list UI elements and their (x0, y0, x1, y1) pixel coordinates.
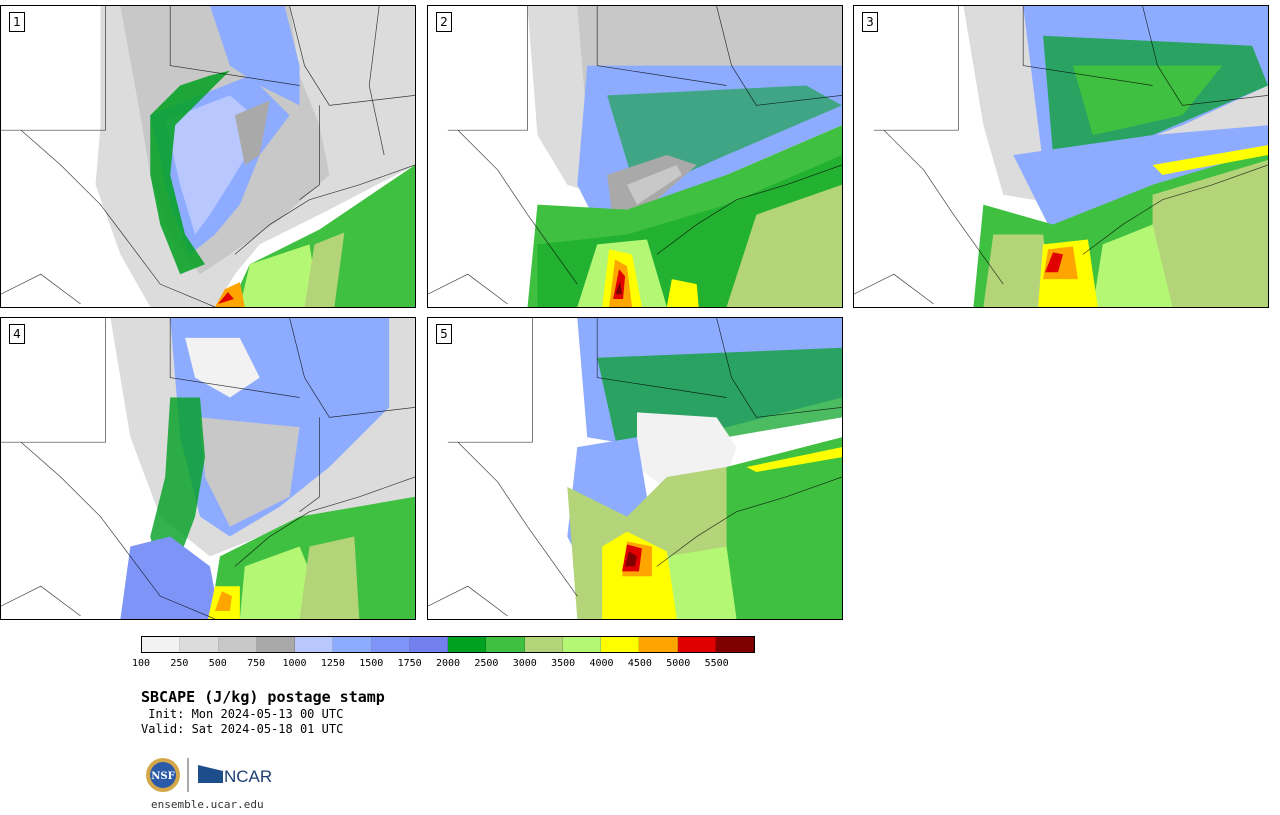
stamp-panel-3: 3 (853, 5, 1269, 308)
panel-number-3: 3 (862, 12, 878, 32)
colorbar-tick-label: 100 (131, 658, 151, 669)
colorbar-tick-label: 4000 (589, 658, 614, 669)
colorbar-segment (256, 637, 295, 652)
colorbar-segment (218, 637, 257, 652)
sbcape-map-4 (1, 318, 415, 619)
colorbar-tick-label: 1250 (320, 658, 345, 669)
page-title: SBCAPE (J/kg) postage stamp (141, 688, 385, 706)
colorbar-tick-label: 4500 (627, 658, 652, 669)
sbcape-colorbar (141, 636, 755, 653)
ncar-mark-icon (198, 765, 223, 783)
stamp-panel-4: 4 (0, 317, 416, 620)
colorbar-segment (639, 637, 678, 652)
colorbar-tick-label: 2000 (435, 658, 461, 669)
colorbar-segment (295, 637, 334, 652)
colorbar-tick-label: 5500 (704, 658, 729, 669)
colorbar-tick-label: 2500 (474, 658, 499, 669)
panel-number-5: 5 (436, 324, 452, 344)
colorbar-segment (371, 637, 410, 652)
sbcape-map-1 (1, 6, 415, 307)
valid-time: Valid: Sat 2024-05-18 01 UTC (141, 722, 344, 736)
init-time: Init: Mon 2024-05-13 00 UTC (141, 707, 344, 721)
panel-number-2: 2 (436, 12, 452, 32)
colorbar-segment (677, 637, 716, 652)
sbcape-map-2 (428, 6, 842, 307)
nsf-text: NSF (151, 771, 174, 782)
sbcape-map-5 (428, 318, 842, 619)
panel-number-1: 1 (9, 12, 25, 32)
stamp-panel-5: 5 (427, 317, 843, 620)
colorbar-segment (333, 637, 372, 652)
colorbar-segment (409, 637, 448, 652)
colorbar-segment (486, 637, 525, 652)
ncar-text: NCAR (224, 767, 272, 786)
colorbar-ticks: 100 250 500 750 1000 1250 1500 1750 2000 2500 3000… (132, 658, 755, 672)
sbcape-map-3 (854, 6, 1268, 307)
colorbar-tick-label: 750 (247, 658, 266, 669)
colorbar-segment (180, 637, 219, 652)
nsf-ncar-logo: NSF NCAR (146, 758, 272, 792)
colorbar-segment (715, 637, 754, 652)
colorbar-segment (448, 637, 487, 652)
colorbar-segment (524, 637, 563, 652)
colorbar-tick-label: 3500 (551, 658, 576, 669)
site-url: ensemble.ucar.edu (151, 798, 264, 811)
colorbar-tick-label: 1750 (397, 658, 422, 669)
colorbar-tick-label: 3000 (512, 658, 537, 669)
panel-number-4: 4 (9, 324, 25, 344)
colorbar-segment (562, 637, 601, 652)
colorbar-tick-label: 1000 (282, 658, 307, 669)
colorbar-segment (601, 637, 640, 652)
stamp-panel-1: 1 (0, 5, 416, 308)
colorbar-segment (142, 637, 181, 652)
colorbar-tick-label: 500 (208, 658, 227, 669)
colorbar-tick-label: 1500 (359, 658, 384, 669)
stamp-panel-2: 2 (427, 5, 843, 308)
colorbar-tick-label: 5000 (666, 658, 691, 669)
sponsor-logos: NSF NCAR (143, 755, 278, 795)
colorbar-tick-label: 250 (170, 658, 189, 669)
